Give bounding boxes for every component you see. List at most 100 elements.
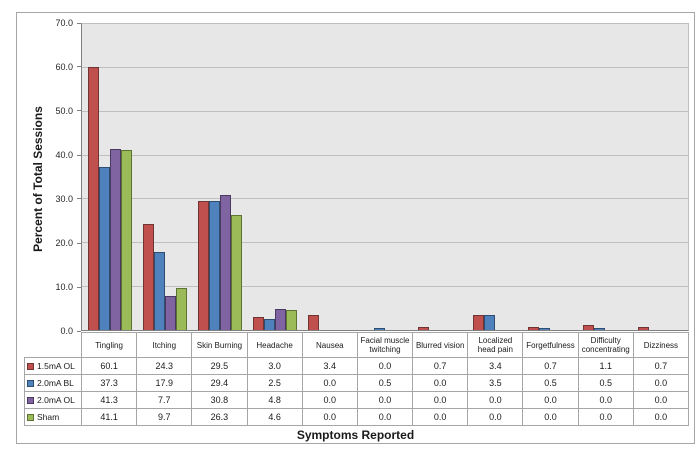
data-table-legend-column: 1.5mA OL 2.0mA BL 2.0mA OL Sham [24,357,82,426]
table-value-cell: 26.3 [192,409,247,425]
table-value-cell: 1.1 [578,358,633,374]
y-tick-mark [77,286,81,288]
table-value-cell: 7.7 [137,392,192,408]
y-tick-label: 50.0 [55,105,73,116]
bar-group [302,24,357,330]
bar [219,195,231,330]
y-tick-mark [77,242,81,244]
y-tick-label: 30.0 [55,193,73,204]
table-value-cell: 0.0 [523,409,578,425]
table-value-cell: 0.7 [523,358,578,374]
table-value-cell: 29.4 [192,375,247,391]
plot-area [81,23,689,331]
x-axis-title: Symptoms Reported [296,428,415,442]
bar-group [82,24,137,330]
bar [285,309,297,330]
table-header-cell: Forgetfulness [523,333,578,357]
table-value-cell: 0.0 [302,409,357,425]
table-value-cell: 0.7 [633,358,688,374]
bar [307,315,319,330]
data-table: Tingling Itching Skin Burning Headache Nause… [81,332,689,426]
y-tick-label: 10.0 [55,282,73,292]
bar-group [247,24,302,330]
table-value-cell: 0.5 [578,375,633,391]
table-value-cell: 0.0 [633,392,688,408]
legend-item: 1.5mA OL [25,358,81,374]
y-tick-mark [77,198,81,200]
table-value-cell: 3.0 [247,358,302,374]
table-value-cell: 41.3 [82,392,137,408]
table-value-cell: 0.0 [633,409,688,425]
bar-group [357,24,412,330]
table-value-cell: 0.0 [357,358,413,374]
table-value-cell: 0.7 [413,358,468,374]
table-value-cell: 60.1 [82,358,137,374]
bar [638,326,650,330]
table-value-cell: 4.8 [247,392,302,408]
table-value-cell: 17.9 [137,375,192,391]
bar [120,150,132,330]
bar [164,296,176,330]
bar-group [468,24,523,330]
bar-group [137,24,192,330]
table-value-cell: 0.0 [578,392,633,408]
legend-swatch [27,396,34,404]
table-value-cell: 0.0 [302,392,357,408]
table-value-cell: 4.6 [247,409,302,425]
y-tick-label: 0.0 [60,326,73,336]
table-value-cell: 3.4 [302,358,357,374]
bar [484,314,496,330]
legend-label: 2.0mA BL [37,378,74,388]
bar [528,326,540,330]
table-value-cell: 0.0 [357,392,413,408]
table-value-cell: 41.1 [82,409,137,425]
table-value-cell: 0.0 [413,375,468,391]
table-value-cell: 0.5 [523,375,578,391]
table-header-cell: Facial muscle twitching [357,333,413,357]
table-value-cell: 0.0 [633,375,688,391]
table-value-cell: 24.3 [137,358,192,374]
y-axis-tick-marks [77,22,81,332]
y-axis-tick-labels: 0.0 10.0 20.0 30.0 40.0 50.0 60.0 70.0 [17,18,73,336]
table-value-cell: 2.5 [247,375,302,391]
table-value-cell: 0.0 [523,392,578,408]
bar [87,67,99,330]
bar [175,287,187,330]
bar [153,251,165,330]
table-value-cell: 37.3 [82,375,137,391]
table-header-cell: Headache [247,333,302,357]
gridline [82,67,688,69]
y-tick-mark [77,110,81,112]
bar-group [633,24,688,330]
bar-group [578,24,633,330]
table-header-cell: Blurred vision [413,333,468,357]
y-tick-label: 70.0 [55,18,73,28]
y-tick-mark [77,22,81,24]
bar [473,315,485,330]
table-header-cell: Difficulty concentrating [578,333,633,357]
table-value-cell: 29.5 [192,358,247,374]
bar [263,319,275,330]
bar [197,201,209,330]
bar [109,149,121,330]
bar [252,316,264,330]
table-header-cell: Dizziness [633,333,688,357]
y-tick-label: 60.0 [55,61,73,72]
bar-group [192,24,247,330]
table-value-cell: 30.8 [192,392,247,408]
chart-frame: Percent of Total Sessions 0.0 10.0 20.0 30.… [16,12,695,444]
legend-swatch [27,362,34,370]
table-header-cell: Skin Burning [192,333,247,357]
y-tick-mark [77,154,81,156]
table-value-cell: 0.5 [357,375,413,391]
bar [274,309,286,330]
table-value-cell: 3.5 [468,375,523,391]
legend-label: 1.5mA OL [37,361,75,371]
bar-group [523,24,578,330]
y-tick-label: 40.0 [55,150,73,160]
bar-group [413,24,468,330]
gridline [82,198,688,200]
bar [583,325,595,330]
table-value-cell: 9.7 [137,409,192,425]
